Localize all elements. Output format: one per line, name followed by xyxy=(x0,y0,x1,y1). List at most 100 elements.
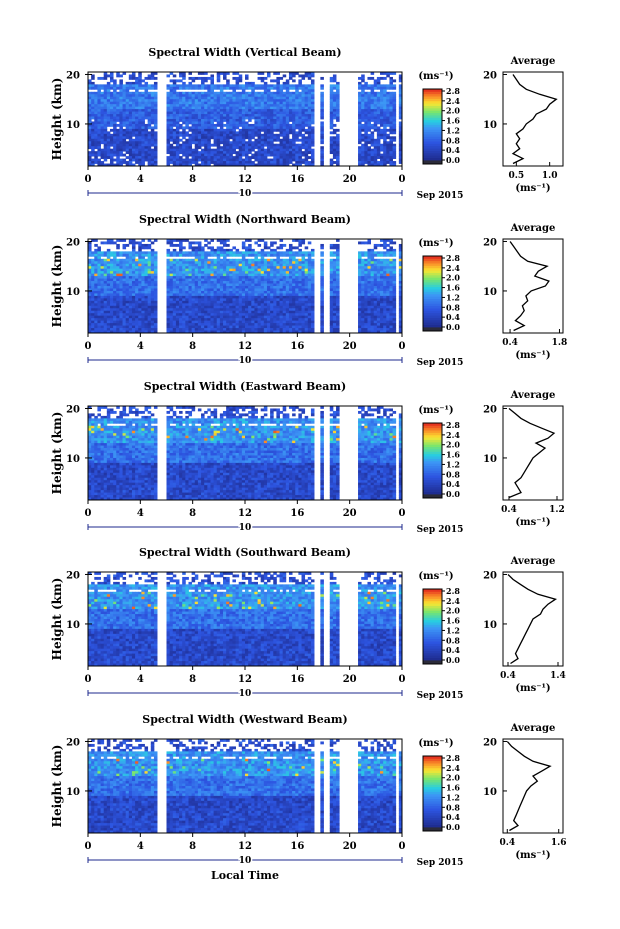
heatmap-cell xyxy=(273,295,277,299)
heatmap-cell xyxy=(266,290,271,294)
heatmap-cell xyxy=(336,163,340,167)
heatmap-cell xyxy=(389,146,393,150)
heatmap-cell xyxy=(310,138,315,142)
heatmap-cell xyxy=(153,281,158,284)
heatmap-cell xyxy=(188,116,193,120)
heatmap-cell xyxy=(223,241,227,245)
heatmap-cell xyxy=(119,281,123,284)
heatmap-cell xyxy=(94,273,98,277)
heatmap-cell xyxy=(370,163,375,167)
heatmap-cell xyxy=(116,303,120,307)
heatmap-cell xyxy=(204,123,208,127)
heatmap-cell xyxy=(370,99,375,103)
heatmap-cell xyxy=(232,148,236,152)
heatmap-cell xyxy=(292,123,296,127)
heatmap-cell xyxy=(97,116,101,120)
heatmap-cell xyxy=(201,293,205,297)
heatmap-cell xyxy=(125,300,130,304)
heatmap-cell xyxy=(376,288,381,292)
heatmap-cell xyxy=(204,109,208,112)
heatmap-cell xyxy=(245,156,249,159)
heatmap-cell xyxy=(182,151,186,155)
heatmap-cell xyxy=(288,286,293,289)
heatmap-cell xyxy=(213,151,218,155)
heatmap-cell xyxy=(182,239,186,242)
heatmap-cell xyxy=(97,281,101,284)
heatmap-cell xyxy=(109,271,114,275)
heatmap-cell xyxy=(254,273,258,277)
heatmap-cell xyxy=(254,153,258,157)
heatmap-cell xyxy=(245,283,249,287)
heatmap-cell xyxy=(358,278,362,282)
heatmap-cell xyxy=(219,273,224,277)
heatmap-cell xyxy=(329,106,334,110)
heatmap-cell xyxy=(288,91,293,95)
heatmap-cell xyxy=(128,261,133,265)
heatmap-cell xyxy=(197,99,202,103)
heatmap-cell xyxy=(263,266,268,270)
heatmap-cell xyxy=(116,143,120,147)
heatmap-cell xyxy=(197,266,202,270)
heatmap-cell xyxy=(88,133,92,137)
heatmap-cell xyxy=(122,305,127,309)
heatmap-cell xyxy=(304,72,309,75)
heatmap-cell xyxy=(245,273,249,277)
heatmap-cell xyxy=(172,86,177,90)
heatmap-cell xyxy=(88,293,92,297)
heatmap-cell xyxy=(270,136,274,140)
heatmap-cell xyxy=(226,298,230,302)
heatmap-cell xyxy=(248,300,252,304)
heatmap-cell xyxy=(223,74,227,78)
x-tick-label: 8 xyxy=(189,174,196,185)
heatmap-cell xyxy=(304,151,309,155)
heatmap-cell xyxy=(197,288,202,292)
heatmap-cell xyxy=(285,153,290,157)
heatmap-cell xyxy=(310,106,315,110)
heatmap-cell xyxy=(109,104,114,108)
heatmap-cell xyxy=(292,94,296,98)
heatmap-cell xyxy=(367,109,371,112)
heatmap-cell xyxy=(229,261,233,265)
heatmap-cell xyxy=(122,133,127,137)
heatmap-cell xyxy=(383,253,387,257)
heatmap-cell xyxy=(266,253,271,257)
heatmap-cell xyxy=(364,143,368,147)
heatmap-cell xyxy=(251,126,255,130)
heatmap-cell xyxy=(279,156,284,159)
heatmap-cell xyxy=(185,119,189,122)
heatmap-cell xyxy=(207,251,211,255)
heatmap-cell xyxy=(144,261,149,265)
heatmap-cell xyxy=(229,116,233,120)
heatmap-cell xyxy=(263,106,268,110)
heatmap-cell xyxy=(241,263,246,267)
heatmap-cell xyxy=(147,114,152,117)
heatmap-cell xyxy=(370,293,375,297)
heatmap-cell xyxy=(226,141,230,145)
heatmap-cell xyxy=(260,268,265,272)
heatmap-cell xyxy=(216,271,221,275)
heatmap-cell xyxy=(285,273,290,277)
heatmap-cell xyxy=(292,283,296,287)
heatmap-cell xyxy=(373,243,378,247)
heatmap-cell xyxy=(398,123,403,127)
heatmap-cell xyxy=(229,293,233,297)
heatmap-cell xyxy=(219,106,224,110)
heatmap-cell xyxy=(97,99,101,103)
heatmap-cell xyxy=(376,114,381,117)
heatmap-cell xyxy=(376,106,381,110)
heatmap-cell xyxy=(285,158,290,162)
heatmap-cell xyxy=(235,158,240,162)
heatmap-cell xyxy=(188,84,193,88)
heatmap-cell xyxy=(213,136,218,140)
heatmap-cell xyxy=(100,148,105,152)
heatmap-cell xyxy=(191,121,196,125)
heatmap-cell xyxy=(254,114,258,117)
heatmap-cell xyxy=(119,94,123,98)
heatmap-cell xyxy=(329,298,334,302)
heatmap-cell xyxy=(116,109,120,112)
heatmap-cell xyxy=(172,283,177,287)
heatmap-cell xyxy=(128,126,133,130)
heatmap-cell xyxy=(150,126,155,130)
heatmap-cell xyxy=(109,114,114,117)
heatmap-cell xyxy=(119,111,123,115)
